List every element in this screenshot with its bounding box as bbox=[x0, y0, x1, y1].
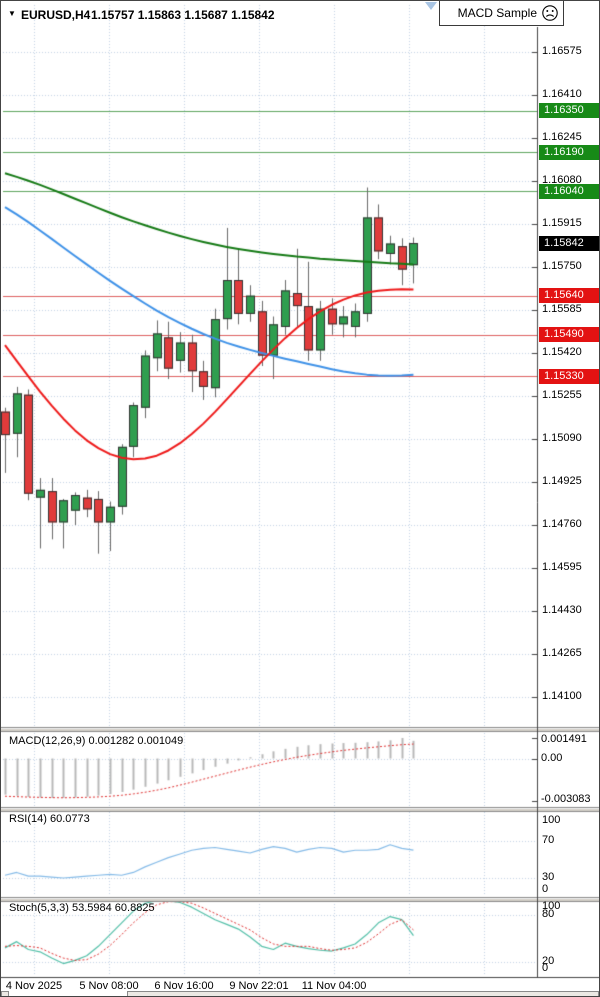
stoch-indicator-label: Stoch(5,3,3) 53.5984 60.8825 bbox=[9, 902, 155, 914]
stoch-axis-label: 80 bbox=[542, 908, 555, 920]
symbol-timeframe-label: EURUSD,H4 bbox=[21, 8, 91, 22]
price-axis-label: 1.15585 bbox=[542, 302, 582, 315]
price-axis-label: 1.15090 bbox=[542, 431, 582, 444]
price-axis-label: 1.15255 bbox=[542, 388, 582, 401]
stoch-axis-label: 100 bbox=[542, 900, 561, 912]
level-badge-green: 1.16350 bbox=[539, 103, 599, 119]
price-axis-label: 1.14925 bbox=[542, 474, 582, 487]
date-label: 9 Nov 22:01 bbox=[229, 980, 289, 992]
price-axis-label: 1.14760 bbox=[542, 517, 582, 530]
macd-indicator-label: MACD(12,26,9) 0.001282 0.001049 bbox=[9, 735, 184, 747]
rsi-indicator-label: RSI(14) 60.0773 bbox=[9, 813, 90, 825]
price-axis-label: 1.16410 bbox=[542, 87, 582, 100]
current-price-badge: 1.15842 bbox=[539, 235, 599, 251]
level-badge-green: 1.16190 bbox=[539, 144, 599, 160]
expert-name-box: MACD Sample bbox=[439, 1, 564, 26]
price-axis-label: 1.16080 bbox=[542, 173, 582, 186]
price-axis-label: 1.14595 bbox=[542, 560, 582, 573]
stoch-axis-label: 20 bbox=[542, 954, 555, 967]
stoch-axis-label: 0 bbox=[542, 962, 549, 974]
scrollbar-thumb[interactable] bbox=[127, 991, 599, 996]
rsi-axis-label: 70 bbox=[542, 834, 555, 846]
level-badge-green: 1.16040 bbox=[539, 183, 599, 199]
marker-triangle-icon bbox=[425, 2, 437, 10]
rsi-axis-label: 100 bbox=[542, 814, 561, 826]
date-label: 4 Nov 2025 bbox=[5, 980, 63, 992]
price-axis-label: 1.15420 bbox=[542, 345, 582, 358]
date-label: 11 Nov 04:00 bbox=[301, 980, 367, 992]
scrollbar-handle[interactable] bbox=[1, 991, 9, 996]
price-axis-label: 1.14265 bbox=[542, 646, 582, 659]
macd-axis-label: -0.003083 bbox=[541, 793, 591, 805]
level-badge-red: 1.15330 bbox=[539, 368, 599, 384]
expert-name-label: MACD Sample bbox=[457, 6, 537, 20]
sad-face-icon bbox=[542, 5, 558, 21]
macd-axis-label: 0.00 bbox=[541, 751, 563, 764]
date-label: 5 Nov 08:00 bbox=[79, 980, 139, 992]
ohlc-values: 1.15757 1.15863 1.15687 1.15842 bbox=[91, 8, 275, 22]
price-axis-label: 1.15915 bbox=[542, 216, 582, 229]
price-axis-label: 1.16245 bbox=[542, 130, 582, 143]
rsi-axis-label: 30 bbox=[542, 871, 555, 883]
price-axis-label: 1.14100 bbox=[542, 689, 582, 702]
macd-axis-label: 0.001491 bbox=[541, 733, 587, 745]
chevron-down-icon[interactable]: ▼ bbox=[8, 9, 16, 18]
price-axis-label: 1.15750 bbox=[542, 259, 582, 272]
level-badge-red: 1.15490 bbox=[539, 327, 599, 343]
price-axis-label: 1.14430 bbox=[542, 603, 582, 616]
level-badge-red: 1.15640 bbox=[539, 288, 599, 304]
price-axis-label: 1.16575 bbox=[542, 45, 582, 57]
date-label: 6 Nov 16:00 bbox=[154, 980, 214, 992]
rsi-axis-label: 0 bbox=[542, 883, 549, 895]
